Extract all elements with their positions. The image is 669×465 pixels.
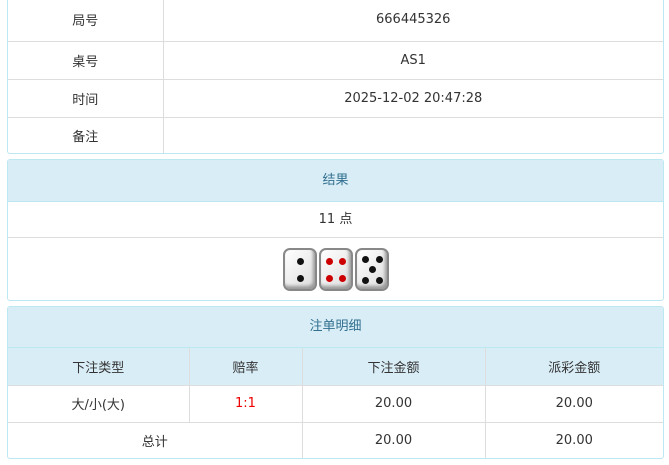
label: 桌号: [8, 40, 164, 80]
info-row-table: 桌号 AS1: [8, 40, 663, 80]
col-bet-type: 下注类型: [8, 348, 190, 386]
die-4-icon: [318, 248, 353, 291]
bet-type: 大/小(大): [8, 384, 190, 423]
amount: 20.00: [301, 384, 486, 423]
bets-title: 注单明细: [8, 307, 663, 348]
total-amount: 20.00: [301, 421, 486, 458]
result-title: 结果: [8, 160, 663, 202]
value: [162, 116, 663, 153]
table-row: 大/小(大) 1:1 20.00 20.00: [8, 384, 663, 423]
label: 局号: [8, 0, 164, 42]
bets-header-row: 下注类型 赔率 下注金额 派彩金额: [8, 348, 663, 386]
value: 666445326: [162, 0, 663, 42]
result-panel: 结果 11 点: [7, 159, 664, 301]
col-odds: 赔率: [188, 348, 303, 386]
bets-panel: 注单明细 下注类型 赔率 下注金额 派彩金额 大/小(大) 1:1 20.00 …: [7, 306, 664, 459]
label: 备注: [8, 116, 164, 153]
info-row-round: 局号 666445326: [8, 0, 663, 42]
payout: 20.00: [484, 384, 663, 423]
info-row-time: 时间 2025-12-02 20:47:28: [8, 78, 663, 118]
odds: 1:1: [188, 384, 303, 423]
info-row-note: 备注: [8, 116, 663, 153]
label: 时间: [8, 78, 164, 118]
die-2-icon: [282, 248, 317, 291]
total-row: 总计 20.00 20.00: [8, 421, 663, 458]
value: AS1: [162, 40, 663, 80]
value: 2025-12-02 20:47:28: [162, 78, 663, 118]
result-points: 11 点: [8, 202, 663, 238]
die-5-icon: [354, 248, 389, 291]
total-payout: 20.00: [484, 421, 663, 458]
col-payout: 派彩金额: [484, 348, 663, 386]
total-label: 总计: [8, 421, 303, 458]
info-panel: 局号 666445326 桌号 AS1 时间 2025-12-02 20:47:28 …: [7, 0, 664, 154]
col-amount: 下注金额: [301, 348, 486, 386]
dice-row: [8, 238, 663, 291]
